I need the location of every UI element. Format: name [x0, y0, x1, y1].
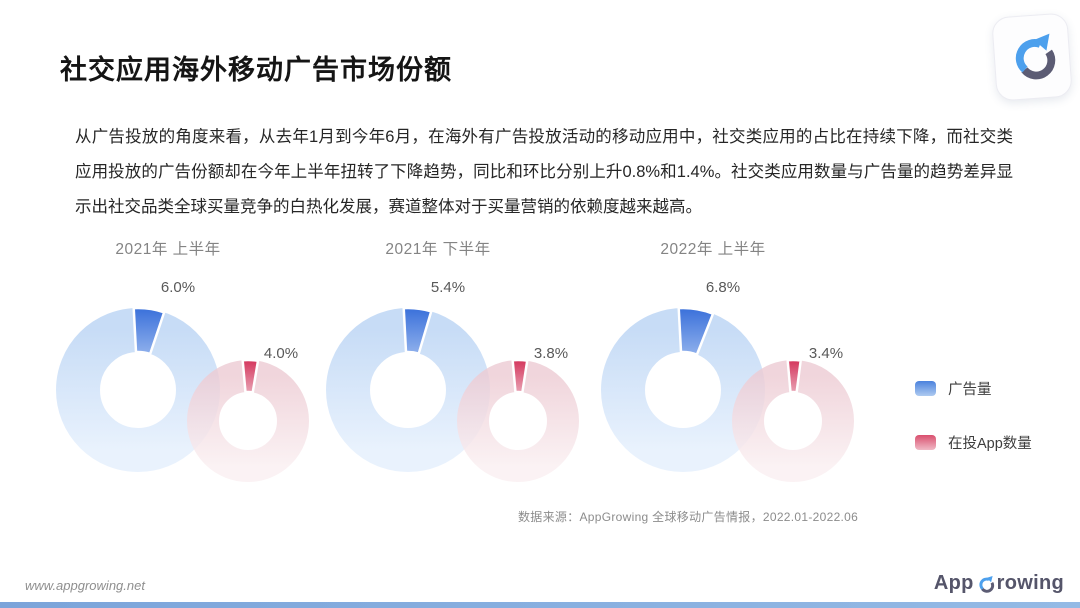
chart-group-title: 2021年 下半年 [385, 241, 491, 258]
apps-share-label: 3.8% [533, 345, 569, 362]
data-source-note: 数据来源：AppGrowing 全球移动广告情报，2022.01-2022.06 [518, 510, 859, 524]
intro-paragraph: 从广告投放的角度来看，从去年1月到今年6月，在海外有广告投放活动的移动应用中，社… [75, 128, 1013, 216]
apps-share-label: 4.0% [263, 345, 299, 362]
ads-legend-swatch-icon [915, 381, 936, 396]
page-title: 社交应用海外移动广告市场份额 [60, 55, 452, 85]
wordmark-app-text: App [933, 572, 974, 594]
ads-share-label: 6.0% [160, 279, 196, 296]
apps-share-label: 3.4% [808, 345, 844, 362]
growth-arrow-icon [975, 573, 996, 594]
appgrowing-wordmark: App rowing [934, 572, 1064, 595]
ads-share-label: 6.8% [705, 279, 741, 296]
apps-donut-chart [185, 358, 311, 484]
apps-donut-chart [455, 358, 581, 484]
chart-legend: 广告量 在投App数量 [915, 378, 1032, 486]
legend-label: 在投App数量 [948, 436, 1032, 452]
apps-legend-swatch-icon [915, 435, 936, 450]
ads-share-label: 5.4% [430, 279, 466, 296]
chart-group-title: 2022年 上半年 [660, 241, 766, 258]
appgrowing-badge-icon [991, 12, 1073, 102]
chart-group-2022-h1: 2022年 上半年 6.8% 3.4% [585, 235, 905, 510]
legend-item-apps: 在投App数量 [915, 432, 1032, 453]
slide-accent-bar [0, 602, 1080, 608]
chart-group-2021-h1: 2021年 上半年 6.0% 4.0% [40, 235, 360, 510]
growth-arrow-icon [1002, 25, 1062, 90]
legend-label: 广告量 [948, 382, 992, 398]
legend-item-ads: 广告量 [915, 378, 1032, 399]
apps-donut-chart [730, 358, 856, 484]
footer-url: www.appgrowing.net [25, 578, 145, 593]
chart-group-title: 2021年 上半年 [115, 241, 221, 258]
chart-group-2021-h2: 2021年 下半年 5.4% 3.8% [310, 235, 630, 510]
wordmark-rowing-text: rowing [996, 572, 1064, 594]
